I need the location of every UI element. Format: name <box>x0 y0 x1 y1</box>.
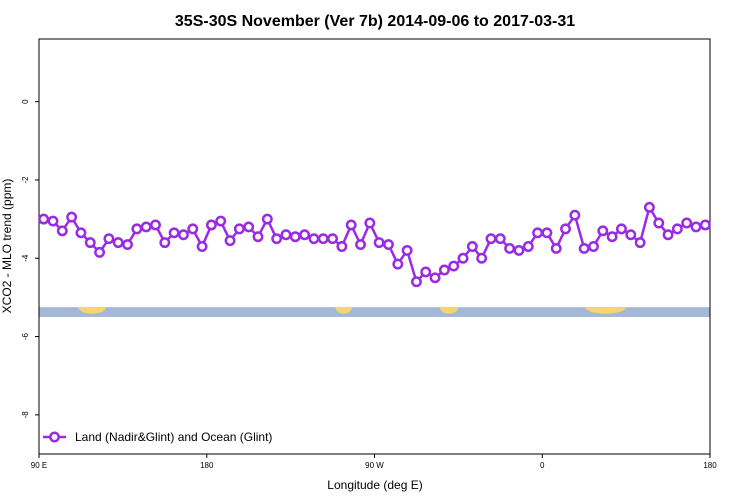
data-point-54 <box>541 227 553 239</box>
series-layer <box>38 201 711 288</box>
y-axis: 0 -2 -4 -6 -8 <box>21 99 39 419</box>
data-point-4 <box>75 227 87 239</box>
plot-frame <box>38 38 711 455</box>
data-point-7 <box>103 233 115 245</box>
data-point-57 <box>569 209 581 221</box>
chart-title: 35S-30S November (Ver 7b) 2014-09-06 to … <box>175 13 575 30</box>
data-point-68 <box>671 223 683 235</box>
data-point-44 <box>448 260 460 272</box>
data-point-13 <box>159 237 171 249</box>
x-tick-label-0: 90 E <box>31 461 47 470</box>
data-point-45 <box>457 252 469 264</box>
data-point-15 <box>178 229 189 241</box>
data-point-63 <box>625 229 637 241</box>
data-point-6 <box>94 246 106 258</box>
data-point-51 <box>513 244 525 256</box>
land-segment-1 <box>335 307 353 314</box>
x-tick-label-1: 180 <box>200 461 214 470</box>
x-axis-label: Longitude (deg E) <box>327 478 422 492</box>
data-point-25 <box>271 233 283 245</box>
legend-marker <box>49 431 60 443</box>
data-point-30 <box>317 233 329 245</box>
land-segment-3 <box>585 307 627 314</box>
data-point-37 <box>383 239 394 250</box>
data-point-27 <box>289 231 301 243</box>
data-point-65 <box>643 201 655 213</box>
data-point-43 <box>438 264 450 276</box>
data-point-12 <box>150 219 161 231</box>
data-point-10 <box>131 223 143 235</box>
data-point-66 <box>653 217 665 229</box>
data-point-0 <box>38 213 50 225</box>
data-point-8 <box>112 237 124 249</box>
data-point-50 <box>504 243 516 254</box>
data-point-64 <box>634 237 646 249</box>
data-point-56 <box>560 223 571 235</box>
y-axis-label: XCO2 - MLO trend (ppm) <box>0 179 14 314</box>
data-point-69 <box>681 217 693 229</box>
data-point-47 <box>476 252 488 264</box>
data-point-60 <box>597 225 609 237</box>
data-point-17 <box>196 241 208 252</box>
data-point-1 <box>47 215 59 227</box>
x-tick-label-2: 90 W <box>365 461 384 470</box>
y-tick-label-1: -2 <box>21 176 30 184</box>
data-point-28 <box>299 229 311 241</box>
land-segment-0 <box>78 307 107 314</box>
land-segment-2 <box>439 307 459 314</box>
data-point-33 <box>345 219 357 231</box>
data-point-70 <box>690 221 702 233</box>
data-point-21 <box>233 223 245 235</box>
data-point-19 <box>215 215 227 227</box>
data-point-3 <box>66 211 78 223</box>
data-point-46 <box>466 241 478 252</box>
data-point-39 <box>401 244 413 256</box>
data-point-71 <box>699 219 711 231</box>
data-point-53 <box>532 227 544 239</box>
x-tick-label-3: 0 <box>540 461 545 470</box>
data-point-49 <box>494 233 506 245</box>
y-tick-label-2: -4 <box>21 254 30 262</box>
data-point-61 <box>606 231 618 243</box>
data-point-62 <box>616 223 627 235</box>
data-point-35 <box>364 217 376 229</box>
x-axis: 90 E 180 90 W 0 180 <box>31 454 717 470</box>
data-point-59 <box>588 241 599 252</box>
data-point-42 <box>429 272 441 284</box>
y-tick-label-4: -8 <box>21 411 30 419</box>
data-point-67 <box>662 229 674 241</box>
data-point-29 <box>308 233 320 245</box>
data-point-52 <box>522 241 534 252</box>
data-point-34 <box>355 239 366 250</box>
y-tick-label-0: 0 <box>21 99 30 104</box>
data-point-5 <box>84 237 96 249</box>
data-point-36 <box>373 237 385 249</box>
data-point-22 <box>243 221 255 233</box>
ocean-band <box>39 307 710 317</box>
data-point-2 <box>56 225 68 237</box>
data-point-18 <box>205 219 217 231</box>
data-point-24 <box>261 213 273 225</box>
data-point-41 <box>420 266 432 278</box>
data-point-26 <box>280 229 292 241</box>
legend-label: Land (Nadir&Glint) and Ocean (Glint) <box>75 430 272 444</box>
data-point-9 <box>122 239 133 250</box>
x-tick-label-4: 180 <box>703 461 717 470</box>
data-point-58 <box>578 243 590 254</box>
data-point-40 <box>410 276 422 288</box>
data-point-14 <box>168 227 180 239</box>
y-tick-label-3: -6 <box>21 332 30 340</box>
data-point-48 <box>485 233 497 245</box>
land-ocean-strip <box>39 307 710 317</box>
data-point-11 <box>140 221 152 233</box>
data-point-20 <box>224 235 236 247</box>
data-point-55 <box>550 243 562 254</box>
data-point-23 <box>252 231 264 243</box>
data-point-16 <box>187 223 199 235</box>
data-point-38 <box>392 258 404 270</box>
data-point-32 <box>336 241 348 252</box>
data-point-31 <box>327 233 339 245</box>
legend: Land (Nadir&Glint) and Ocean (Glint) <box>43 430 272 444</box>
